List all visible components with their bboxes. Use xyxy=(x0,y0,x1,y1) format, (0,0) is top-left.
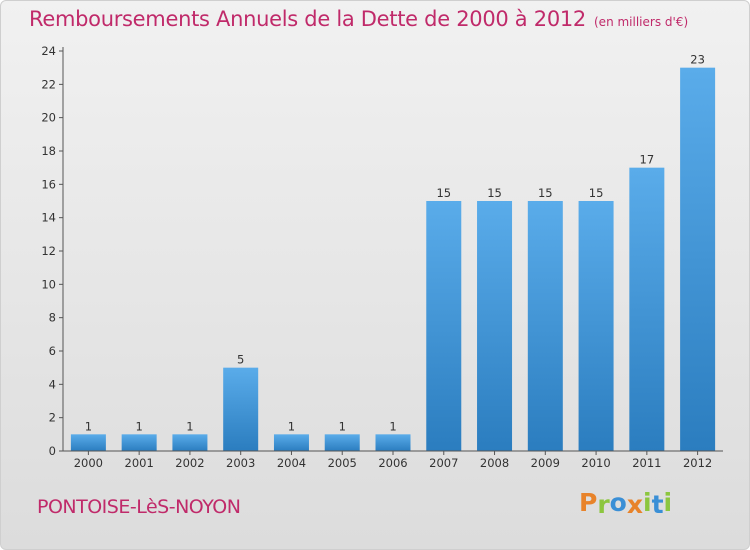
unit-note: (en milliers d'€) xyxy=(594,15,689,29)
x-tick-label: 2005 xyxy=(328,456,357,470)
x-tick-label: 2010 xyxy=(581,456,610,470)
x-tick-label: 2008 xyxy=(480,456,509,470)
bar-value-label: 1 xyxy=(186,419,193,433)
y-tick-label: 12 xyxy=(41,244,56,258)
y-tick-label: 18 xyxy=(41,144,56,158)
x-tick-label: 2012 xyxy=(683,456,712,470)
y-tick-label: 6 xyxy=(49,344,56,358)
commune-name: PONTOISE-LèS-NOYON xyxy=(37,496,241,518)
bar-value-label: 23 xyxy=(690,53,705,67)
y-tick-label: 8 xyxy=(49,311,56,325)
logo-letter: r xyxy=(597,490,610,519)
x-tick-label: 2004 xyxy=(277,456,306,470)
bar xyxy=(477,201,513,451)
bar-value-label: 1 xyxy=(339,419,346,433)
bar-value-label: 17 xyxy=(640,153,655,167)
y-tick-label: 10 xyxy=(41,277,56,291)
y-tick-label: 22 xyxy=(41,77,56,91)
bar xyxy=(273,434,309,451)
bar-value-label: 1 xyxy=(85,419,92,433)
title-text: Remboursements Annuels de la Dette de 20… xyxy=(29,7,586,31)
bar xyxy=(527,201,563,451)
x-tick-label: 2002 xyxy=(175,456,204,470)
chart-title: Remboursements Annuels de la Dette de 20… xyxy=(29,7,688,31)
x-tick-label: 2003 xyxy=(226,456,255,470)
y-tick-label: 0 xyxy=(49,444,56,458)
bar-value-label: 5 xyxy=(237,353,244,367)
logo-letter: P xyxy=(579,488,598,517)
x-tick-label: 2001 xyxy=(125,456,154,470)
x-tick-label: 2011 xyxy=(632,456,661,470)
x-tick-label: 2007 xyxy=(429,456,458,470)
logo-letter: o xyxy=(609,488,627,517)
bar xyxy=(426,201,462,451)
logo-letter: i xyxy=(643,488,652,517)
bar xyxy=(324,434,360,451)
bar xyxy=(121,434,157,451)
bar-value-label: 15 xyxy=(436,186,451,200)
x-tick-label: 2009 xyxy=(531,456,560,470)
y-tick-label: 16 xyxy=(41,177,56,191)
proxiti-logo: Proxiti xyxy=(579,488,673,519)
y-tick-label: 24 xyxy=(41,44,56,58)
bar xyxy=(375,434,411,451)
bar xyxy=(172,434,208,451)
bar xyxy=(629,167,665,451)
bar xyxy=(70,434,106,451)
bar xyxy=(578,201,614,451)
y-tick-label: 20 xyxy=(41,111,56,125)
y-tick-label: 2 xyxy=(49,411,56,425)
bar-value-label: 15 xyxy=(589,186,604,200)
bar-value-label: 15 xyxy=(538,186,553,200)
logo-letter: i xyxy=(663,488,673,517)
logo-letter: x xyxy=(626,490,643,519)
bar-value-label: 1 xyxy=(135,419,142,433)
bar-value-label: 1 xyxy=(389,419,396,433)
bar-value-label: 15 xyxy=(487,186,502,200)
x-tick-label: 2006 xyxy=(378,456,407,470)
bar-value-label: 1 xyxy=(288,419,295,433)
logo-letter: t xyxy=(651,490,664,519)
x-tick-label: 2000 xyxy=(74,456,103,470)
y-tick-label: 14 xyxy=(41,211,56,225)
y-tick-label: 4 xyxy=(49,377,56,391)
bar xyxy=(680,67,716,452)
bar xyxy=(223,367,259,451)
